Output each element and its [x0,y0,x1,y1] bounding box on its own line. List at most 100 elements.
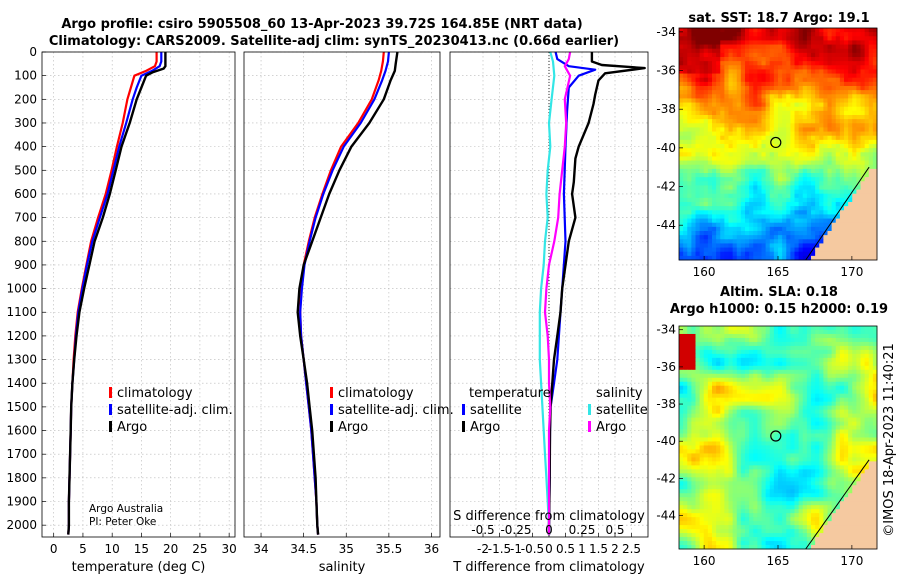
map-cell [769,106,775,112]
map-cell [786,81,791,87]
map-cell [765,98,771,103]
map-cell [757,401,762,407]
map-cell [728,197,734,203]
map-cell [864,123,870,128]
map-cell [736,65,742,70]
map-cell [811,393,816,399]
map-cell [769,369,775,375]
map-cell [790,255,795,261]
map-cell [839,57,845,62]
map-cell [831,377,837,383]
map-cell [707,373,713,379]
map-cell [798,123,804,128]
map-cell [761,345,767,351]
map-cell [765,377,771,383]
map-cell [852,61,857,66]
map-cell [868,119,874,124]
map-cell [761,177,767,182]
map-cell [864,106,870,112]
map-cell [811,333,816,339]
map-cell [848,28,853,33]
map-cell [860,489,866,494]
map-cell [852,469,857,474]
map-cell [782,193,787,199]
map-cell [699,397,705,403]
map-cell [786,453,791,458]
map-cell [712,222,717,228]
map-cell [798,333,804,339]
map-cell [831,61,837,66]
map-cell [687,115,692,120]
map-cell [683,497,688,502]
map-cell [790,469,795,474]
map-cell [716,214,721,219]
map-cell [757,239,762,244]
map-cell [687,73,692,79]
map-cell [872,381,878,387]
map-cell [728,77,734,83]
map-cell [852,144,857,149]
map-cell [753,57,758,62]
map-cell [782,119,787,124]
map-cell [802,429,808,434]
map-cell [712,90,717,95]
map-cell [782,177,787,182]
map-cell [802,397,808,403]
map-cell [703,65,709,70]
map-cell [769,222,775,228]
map-cell [765,139,771,145]
map-cell [790,115,795,120]
map-cell [773,409,779,415]
map-cell [679,373,684,379]
map-cell [848,222,853,228]
map-cell [778,81,783,87]
map-cell [852,357,857,363]
map-cell [765,469,771,474]
map-cell [778,485,783,490]
map-cell [736,441,742,446]
map-cell [848,73,853,79]
map-cell [773,401,779,407]
map-cell [683,32,688,37]
map-cell [860,373,866,379]
map-cell [716,453,721,458]
map-cell [827,181,833,186]
map-cell [728,73,734,79]
map-cell [695,94,701,99]
map-cell [699,102,705,108]
map-cell [868,86,874,91]
map-cell [778,189,783,195]
map-cell [815,210,820,215]
map-cell [757,449,762,454]
map-cell [736,28,742,33]
map-cell [790,421,795,426]
map-cell [790,389,795,395]
y-tick-label: 600 [14,187,37,201]
map-cell [782,160,787,166]
y-tick-label: 2000 [6,518,37,532]
map-cell [798,243,804,248]
map-cell [856,57,861,62]
map-cell [753,44,758,50]
map-cell [798,485,804,490]
map-cell [732,214,738,219]
map-cell [782,493,787,498]
map-cell [687,32,692,37]
map-cell [819,361,824,367]
map-cell [848,385,853,391]
map-cell [703,397,709,403]
map-cell [765,369,771,375]
map-y-tick-label: -44 [656,218,676,232]
map-cell [679,235,684,240]
map-cell [823,48,828,54]
x-tick-label: 20 [163,542,178,556]
map-cell [687,226,692,232]
map-cell [786,90,791,95]
map-cell [745,131,750,137]
map-cell [782,255,787,261]
map-cell [732,177,738,182]
map-cell [790,102,795,108]
map-cell [835,341,841,347]
map-cell [860,115,866,120]
map-cell [753,337,758,343]
